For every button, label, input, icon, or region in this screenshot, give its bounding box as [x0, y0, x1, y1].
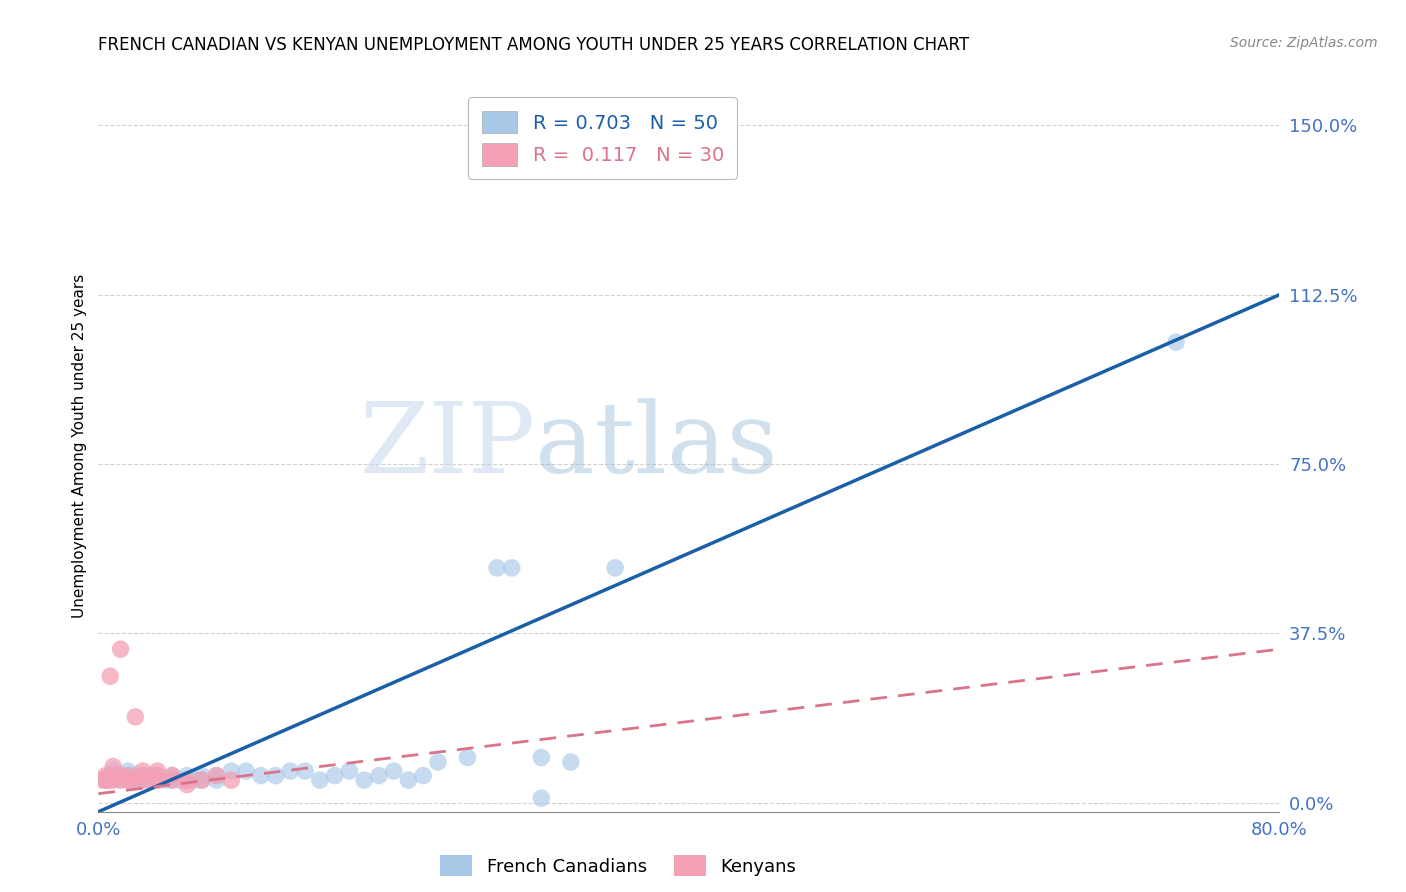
Point: [132, 769, 155, 783]
Point: [235, 764, 257, 778]
Text: FRENCH CANADIAN VS KENYAN UNEMPLOYMENT AMONG YOUTH UNDER 25 YEARS CORRELATION CH: FRENCH CANADIAN VS KENYAN UNEMPLOYMENT A…: [98, 36, 970, 54]
Point: [530, 750, 553, 764]
Point: [124, 773, 146, 788]
Point: [132, 764, 155, 778]
Point: [205, 769, 228, 783]
Point: [117, 769, 139, 783]
Point: [219, 764, 242, 778]
Point: [117, 769, 139, 783]
Point: [353, 773, 375, 788]
Point: [162, 773, 183, 788]
Point: [146, 769, 169, 783]
Point: [110, 769, 132, 783]
Point: [605, 561, 627, 575]
Point: [176, 773, 198, 788]
Point: [94, 773, 117, 788]
Point: [486, 561, 509, 575]
Point: [146, 769, 169, 783]
Point: [110, 769, 132, 783]
Point: [146, 764, 169, 778]
Point: [103, 759, 125, 773]
Point: [117, 773, 139, 788]
Point: [368, 769, 391, 783]
Point: [382, 764, 405, 778]
Point: [396, 773, 419, 788]
Point: [264, 769, 287, 783]
Point: [103, 769, 125, 783]
Point: [530, 791, 553, 805]
Point: [124, 769, 146, 783]
Point: [191, 773, 214, 788]
Point: [162, 773, 183, 788]
Text: ZIP: ZIP: [359, 398, 536, 494]
Point: [103, 764, 125, 778]
Point: [94, 769, 117, 783]
Point: [110, 773, 132, 788]
Point: [250, 769, 273, 783]
Point: [146, 773, 169, 788]
Point: [456, 750, 478, 764]
Legend: French Canadians, Kenyans: French Canadians, Kenyans: [433, 848, 804, 883]
Point: [124, 773, 146, 788]
Point: [139, 769, 162, 783]
Point: [94, 773, 117, 788]
Point: [162, 769, 183, 783]
Point: [294, 764, 316, 778]
Point: [176, 769, 198, 783]
Point: [117, 764, 139, 778]
Point: [176, 778, 198, 792]
Point: [337, 764, 360, 778]
Point: [205, 773, 228, 788]
Point: [103, 769, 125, 783]
Point: [501, 561, 523, 575]
Point: [132, 773, 155, 788]
Point: [176, 773, 198, 788]
Text: atlas: atlas: [536, 398, 778, 494]
Point: [427, 755, 450, 769]
Point: [560, 755, 582, 769]
Point: [183, 773, 205, 788]
Point: [91, 773, 114, 788]
Point: [323, 769, 346, 783]
Point: [278, 764, 302, 778]
Point: [139, 773, 162, 788]
Point: [169, 773, 191, 788]
Point: [110, 773, 132, 788]
Point: [219, 773, 242, 788]
Point: [117, 773, 139, 788]
Point: [162, 769, 183, 783]
Point: [98, 769, 121, 783]
Text: Source: ZipAtlas.com: Source: ZipAtlas.com: [1230, 36, 1378, 50]
Point: [139, 773, 162, 788]
Point: [98, 669, 121, 683]
Y-axis label: Unemployment Among Youth under 25 years: Unemployment Among Youth under 25 years: [72, 274, 87, 618]
Point: [1164, 335, 1187, 350]
Point: [146, 773, 169, 788]
Point: [191, 769, 214, 783]
Point: [132, 773, 155, 788]
Point: [191, 773, 214, 788]
Point: [153, 773, 176, 788]
Point: [309, 773, 332, 788]
Point: [205, 769, 228, 783]
Point: [97, 773, 120, 788]
Point: [412, 769, 434, 783]
Point: [110, 642, 132, 657]
Point: [132, 769, 155, 783]
Point: [124, 710, 146, 724]
Point: [103, 773, 125, 788]
